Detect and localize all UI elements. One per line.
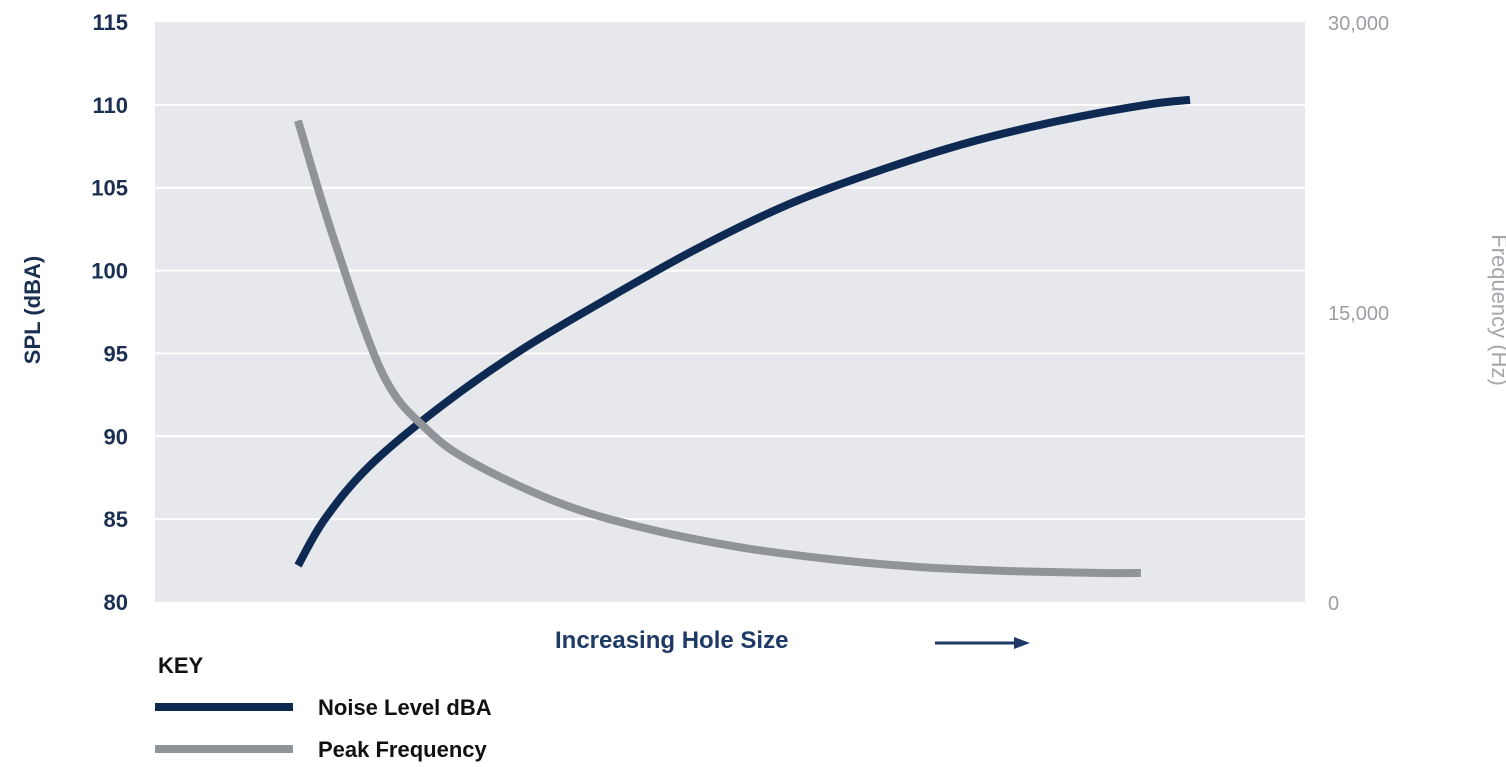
left-tick-label: 100 [91,259,128,284]
left-axis-label: SPL (dBA) [20,256,45,364]
plot-area [155,22,1305,602]
right-tick-label: 0 [1328,593,1339,615]
right-axis-label: Frequency (Hz) [1487,234,1506,386]
left-tick-label: 95 [104,341,128,366]
legend: Noise Level dBA Peak Frequency [155,695,492,762]
left-tick-label: 115 [93,10,129,35]
right-axis-ticks: 0 15,000 30,000 [1328,13,1389,615]
left-tick-label: 80 [104,590,128,615]
right-tick-label: 30,000 [1328,13,1389,35]
left-tick-label: 90 [104,424,128,449]
legend-title: KEY [158,653,204,678]
series-layer [294,95,1191,578]
left-tick-label: 85 [104,507,128,532]
left-axis-ticks: 80 85 90 95 100 105 110 115 [91,10,128,615]
left-tick-label: 110 [93,93,129,118]
legend-label: Peak Frequency [318,737,488,762]
left-tick-label: 105 [91,176,128,201]
right-arrow-icon [935,637,1030,649]
x-axis-label: Increasing Hole Size [555,627,788,654]
series-line-noise-level [294,95,1191,568]
right-tick-label: 15,000 [1328,303,1389,325]
series-line-peak-frequency [294,119,1141,578]
legend-label: Noise Level dBA [318,695,492,720]
